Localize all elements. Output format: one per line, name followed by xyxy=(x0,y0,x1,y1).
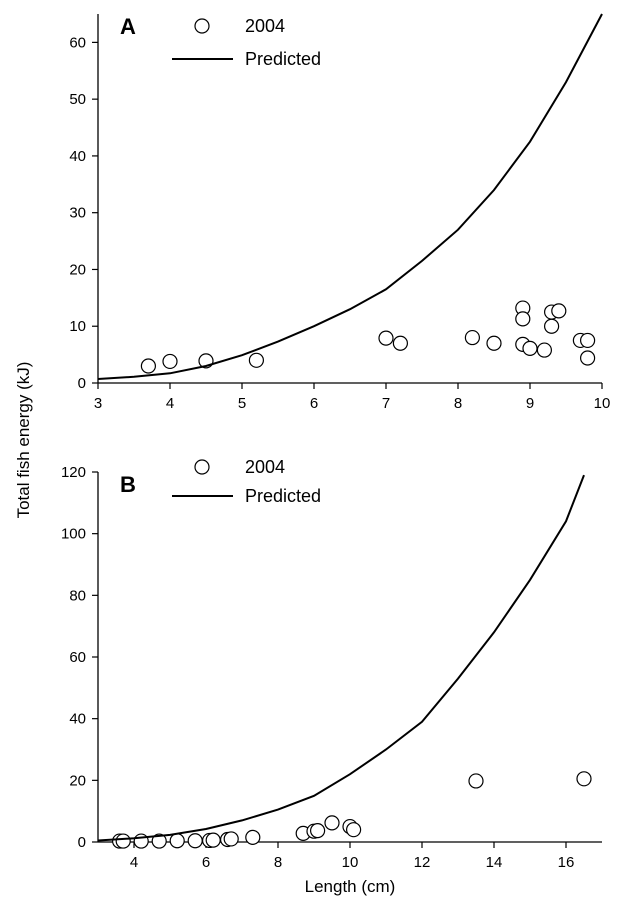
data-point xyxy=(576,771,592,787)
legend-label-2004: 2004 xyxy=(245,16,285,36)
x-tick-label: 8 xyxy=(274,854,282,871)
data-point xyxy=(579,332,596,349)
predicted-line xyxy=(97,13,603,380)
data-point xyxy=(162,353,178,370)
legend-marker-2004 xyxy=(194,459,210,475)
y-tick-label: 80 xyxy=(69,587,86,604)
data-point xyxy=(468,773,484,789)
data-point xyxy=(324,815,340,831)
x-tick-label: 14 xyxy=(486,854,503,871)
x-tick-label: 10 xyxy=(594,395,611,412)
data-point xyxy=(392,335,408,351)
data-point xyxy=(187,833,203,849)
x-tick-label: 9 xyxy=(526,395,534,412)
data-point xyxy=(464,329,480,346)
data-point xyxy=(378,330,394,346)
panel-label: B xyxy=(120,472,136,497)
data-point xyxy=(543,318,560,334)
panel-a: 0 10 20 30 40 50 60 3 4 5 6 7 8 9 10 A 2004 Predicted xyxy=(69,13,611,412)
data-point xyxy=(151,833,167,849)
y-tick-label: 120 xyxy=(61,464,86,481)
x-tick-label: 8 xyxy=(454,395,462,412)
data-point xyxy=(205,832,221,848)
legend-label-2004: 2004 xyxy=(245,457,285,477)
legend-label-predicted: Predicted xyxy=(245,49,321,69)
panel-label: A xyxy=(120,14,136,39)
data-point xyxy=(248,352,264,368)
y-tick-label: 0 xyxy=(78,375,86,392)
data-point xyxy=(115,833,131,849)
x-tick-label: 4 xyxy=(130,854,138,871)
y-tick-label: 100 xyxy=(61,526,86,543)
x-tick-label: 6 xyxy=(310,395,318,412)
data-point xyxy=(536,342,553,358)
data-point xyxy=(169,833,185,849)
y-axis-label: Total fish energy (kJ) xyxy=(14,362,33,519)
y-tick-label: 60 xyxy=(69,34,86,51)
x-tick-label: 10 xyxy=(342,854,359,871)
data-point xyxy=(223,831,239,847)
data-point xyxy=(346,822,362,838)
predicted-line xyxy=(97,474,585,842)
data-point xyxy=(486,335,502,351)
y-tick-label: 40 xyxy=(69,148,86,165)
x-tick-label: 3 xyxy=(94,395,102,412)
data-point xyxy=(140,358,156,374)
y-tick-label: 0 xyxy=(78,834,86,851)
data-point xyxy=(579,350,596,366)
legend-label-predicted: Predicted xyxy=(245,486,321,506)
x-tick-label: 16 xyxy=(558,854,575,871)
legend-marker-2004 xyxy=(194,18,210,34)
data-point xyxy=(551,303,567,319)
y-tick-label: 30 xyxy=(69,205,86,222)
y-tick-label: 10 xyxy=(69,318,86,335)
data-point xyxy=(515,311,531,327)
panel-b: 0 20 40 60 80 100 120 4 6 8 10 12 14 16 Length (cm) B 20… xyxy=(61,457,602,896)
x-tick-label: 6 xyxy=(202,854,210,871)
data-point xyxy=(310,822,326,839)
x-tick-label: 4 xyxy=(166,395,174,412)
y-tick-label: 20 xyxy=(69,261,86,278)
x-axis-label: Length (cm) xyxy=(305,877,396,896)
data-point xyxy=(522,340,538,356)
data-point xyxy=(245,829,261,845)
y-tick-label: 40 xyxy=(69,711,86,728)
y-tick-label: 60 xyxy=(69,649,86,666)
x-tick-label: 7 xyxy=(382,395,390,412)
y-tick-label: 50 xyxy=(69,91,86,108)
x-tick-label: 5 xyxy=(238,395,246,412)
x-tick-label: 12 xyxy=(414,854,431,871)
y-tick-label: 20 xyxy=(69,772,86,789)
